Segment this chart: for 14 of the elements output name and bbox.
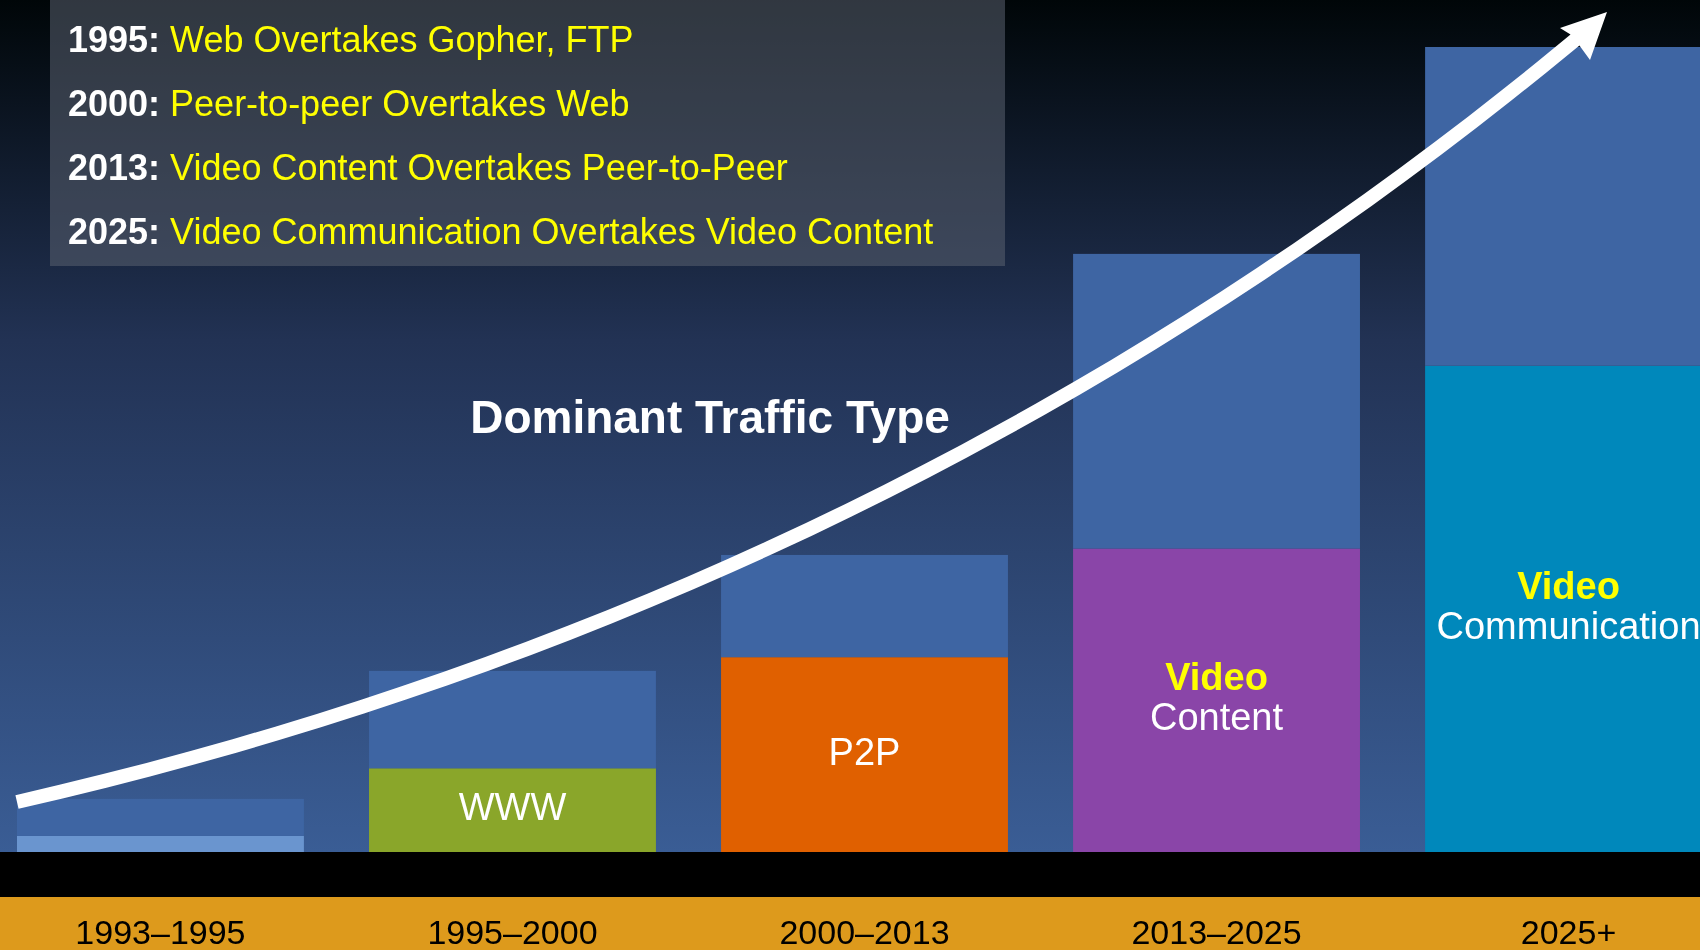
annotation: 2013: Video Content Overtakes Peer-to-Peer — [68, 146, 788, 188]
x-tick-label: 1995–2000 — [427, 913, 598, 950]
annotation: 1995: Web Overtakes Gopher, FTP — [68, 18, 634, 60]
x-tick-label: 2000–2013 — [779, 913, 950, 950]
text: Dominant Traffic Type — [470, 391, 950, 444]
annotation: WWW — [458, 786, 567, 829]
x-tick-label: 2013–2025 — [1131, 913, 1302, 950]
annotation: P2P — [828, 730, 901, 773]
x-tick-label: 2025+ — [1520, 913, 1617, 950]
annotation: 2025: Video Communication Overtakes Video Content — [68, 210, 934, 252]
x-tick-label: 1993–1995 — [75, 913, 246, 950]
annotation: Video Content — [1149, 656, 1284, 739]
annotation: 2000: Peer-to-peer Overtakes Web — [68, 82, 630, 124]
annotation: Video Communication — [1436, 564, 1700, 647]
